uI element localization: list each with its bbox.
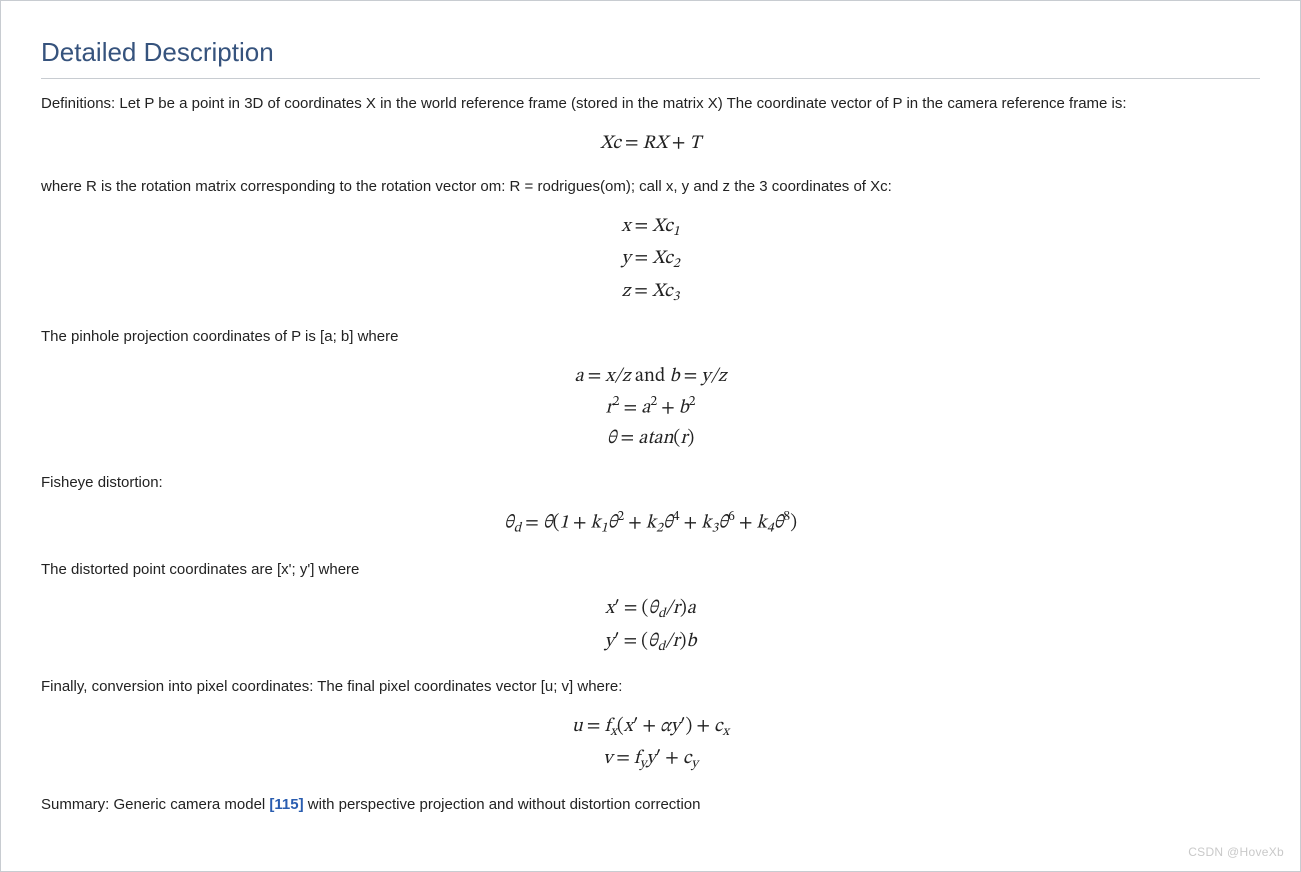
paragraph-summary: Summary: Generic camera model [115] with… <box>41 794 1260 817</box>
paragraph-rotation: where R is the rotation matrix correspon… <box>41 176 1260 199</box>
equation-xc-components: x=Xc1 y=Xc2 z=Xc3 <box>41 213 1260 309</box>
paragraph-pixel: Finally, conversion into pixel coordinat… <box>41 676 1260 699</box>
paragraph-pinhole: The pinhole projection coordinates of P … <box>41 326 1260 349</box>
equation-distorted-coords: x′=(θd/r)a y′=(θd/r)b <box>41 595 1260 658</box>
paragraph-distorted: The distorted point coordinates are [x';… <box>41 559 1260 582</box>
summary-prefix: Summary: Generic camera model <box>41 796 269 813</box>
equation-pinhole: a=x/z and b=y/z r2=a2+b2 θ=atan(r) <box>41 363 1260 454</box>
equation-pixel-coords: u=fx(x′+αy′)+cx v=fyy′+cy <box>41 713 1260 776</box>
reference-link-115[interactable]: [115] <box>269 796 303 813</box>
paragraph-definitions: Definitions: Let P be a point in 3D of c… <box>41 93 1260 116</box>
paragraph-fisheye: Fisheye distortion: <box>41 472 1260 495</box>
section-title: Detailed Description <box>41 33 1260 79</box>
equation-fisheye-distortion: θd=θ(1+k1θ2+k2θ4+k3θ6+k4θ8) <box>41 508 1260 540</box>
watermark: CSDN @HoveXb <box>1188 843 1284 861</box>
document-page: Detailed Description Definitions: Let P … <box>0 0 1301 872</box>
summary-suffix: with perspective projection and without … <box>304 796 701 813</box>
equation-camera-frame: Xc=RX+T <box>41 130 1260 159</box>
